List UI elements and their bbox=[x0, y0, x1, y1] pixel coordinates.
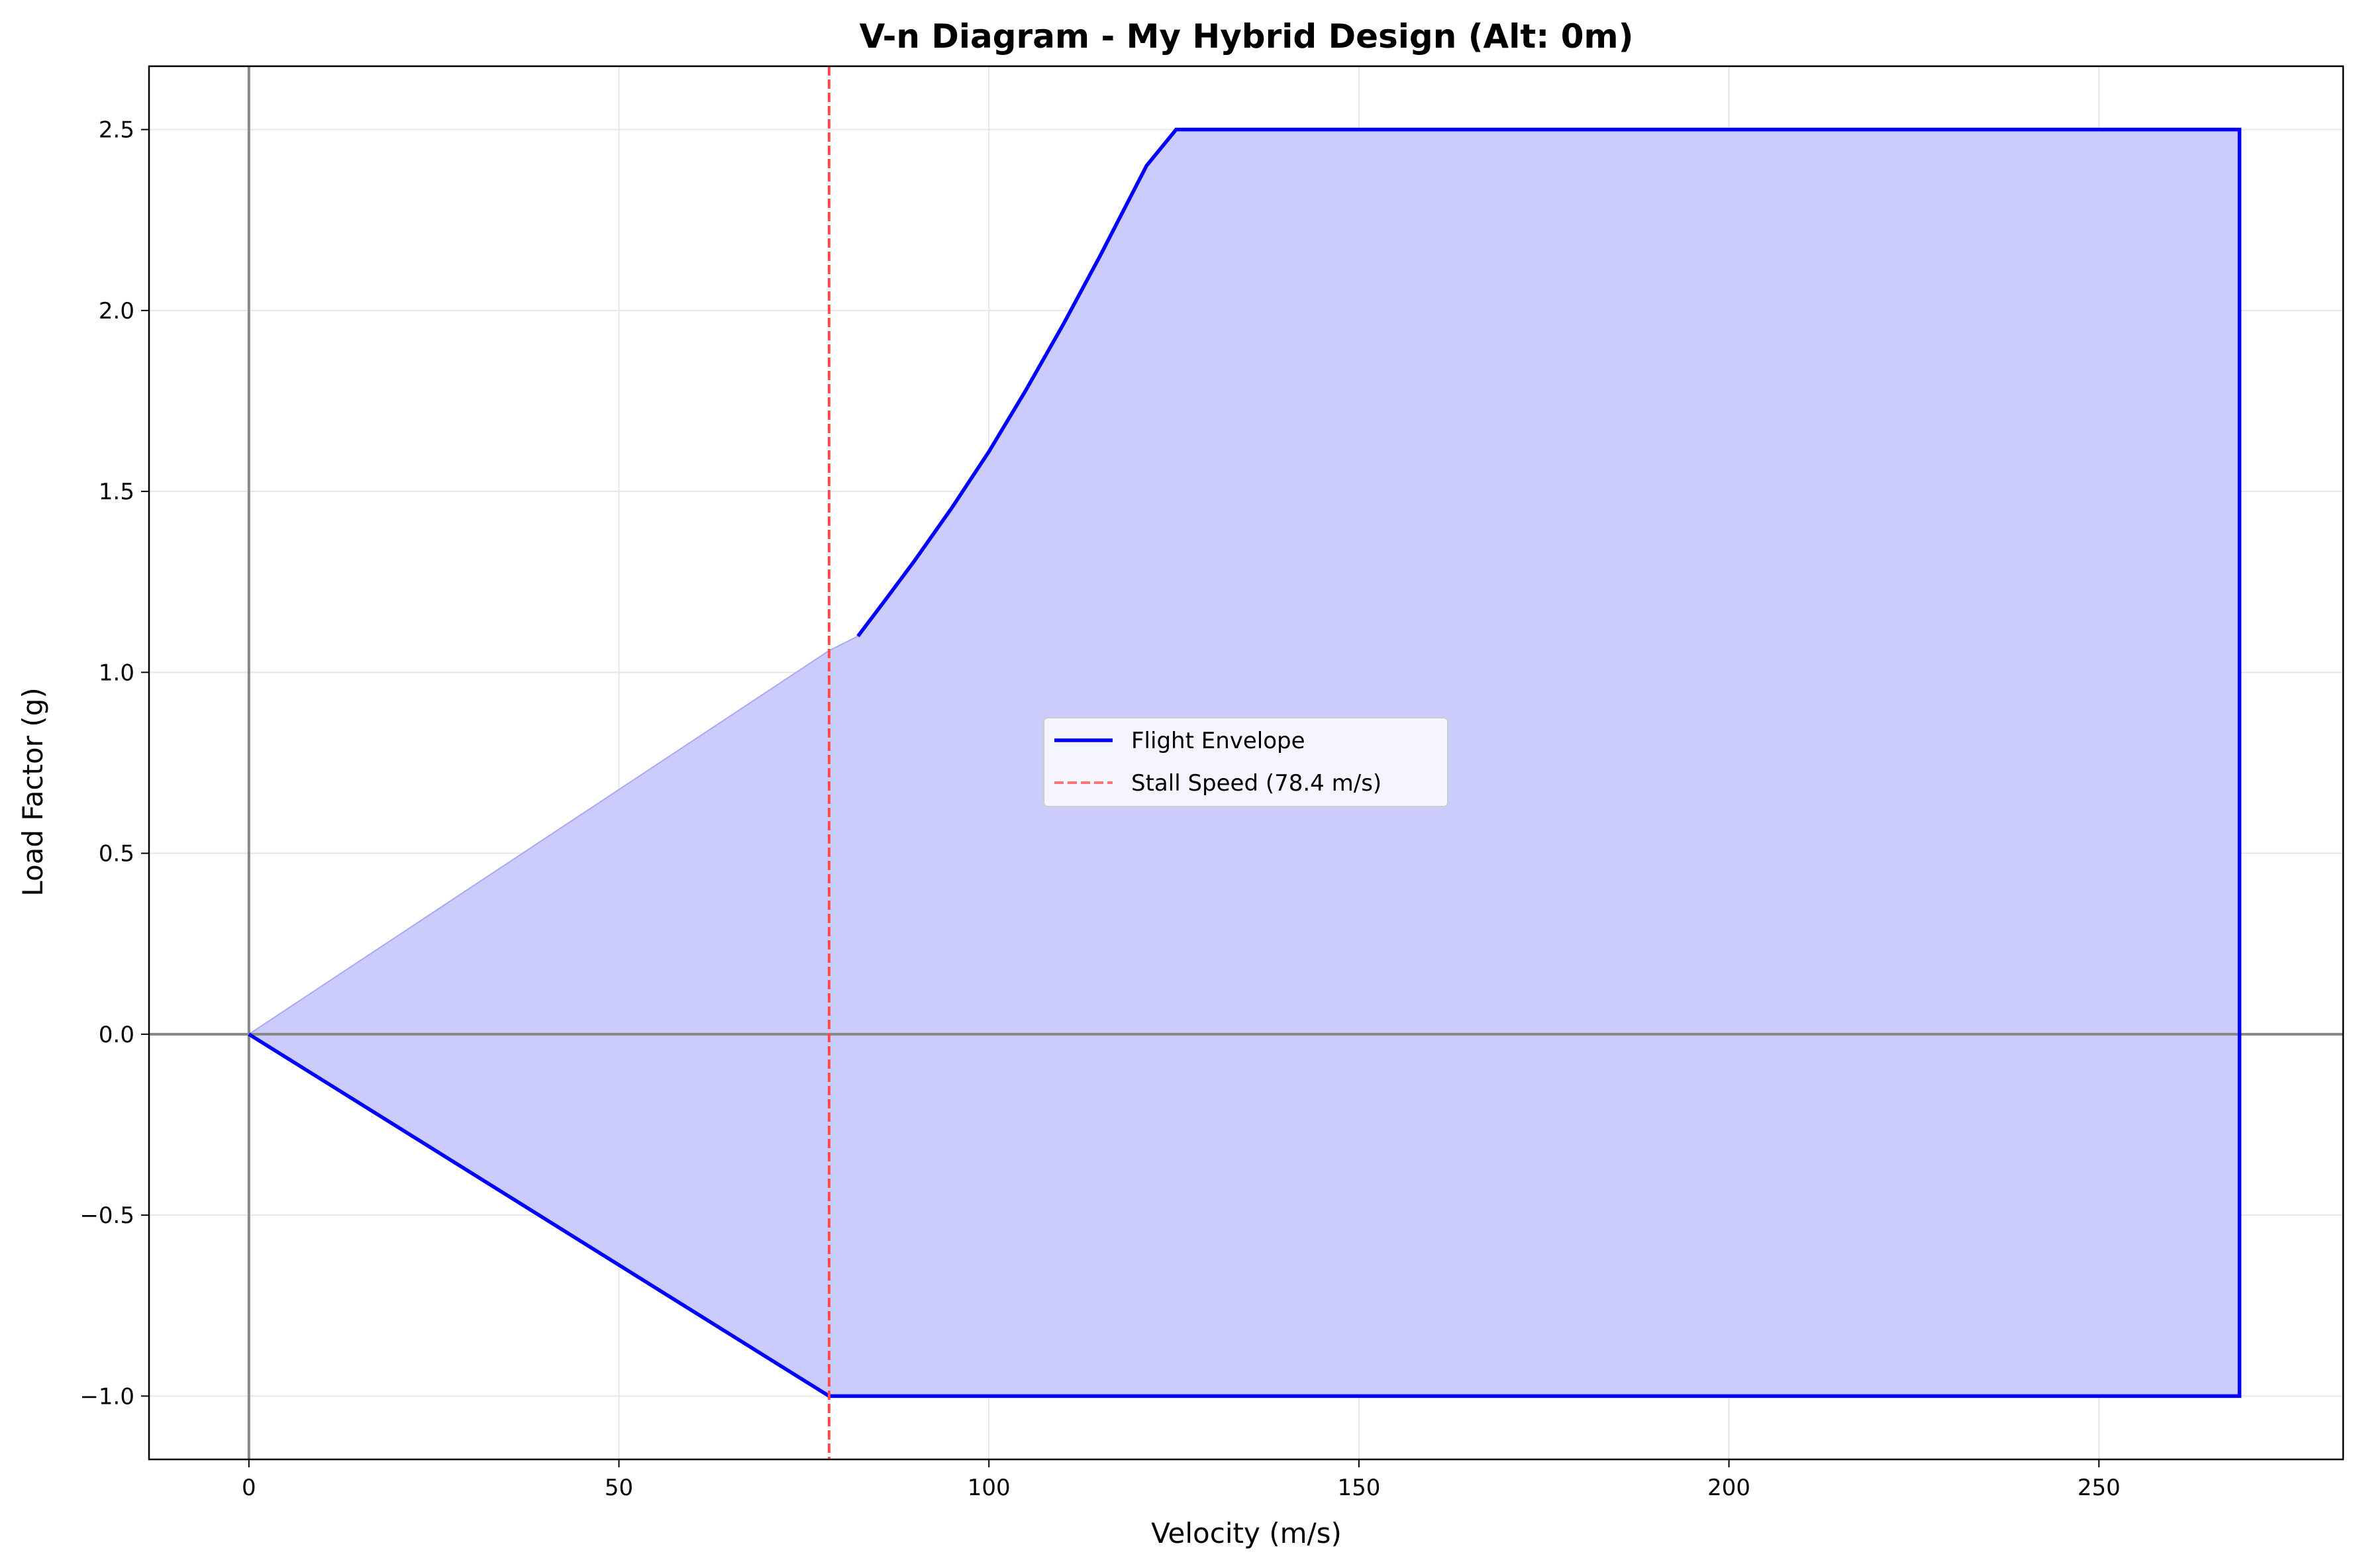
x-axis-label: Velocity (m/s) bbox=[1151, 1517, 1342, 1549]
legend-label-flight-envelope: Flight Envelope bbox=[1131, 728, 1305, 754]
flight-envelope-line bbox=[248, 127, 2242, 1398]
plot-frame bbox=[148, 65, 2344, 1461]
y-tick-label: −0.5 bbox=[79, 1202, 134, 1229]
legend: Flight Envelope Stall Speed (78.4 m/s) bbox=[1043, 717, 1448, 807]
y-tick-label: 2.5 bbox=[99, 117, 134, 144]
y-tick-label: 1.0 bbox=[99, 660, 134, 686]
y-tick-label: 2.0 bbox=[99, 298, 134, 324]
legend-box bbox=[1043, 717, 1448, 807]
zero-lines bbox=[149, 66, 2343, 1459]
series-layer bbox=[248, 66, 2242, 1459]
y-tick-label: 0.0 bbox=[99, 1022, 134, 1048]
x-tick-label: 50 bbox=[605, 1475, 633, 1501]
y-tick-label: 1.5 bbox=[99, 479, 134, 505]
y-tick-label: 0.5 bbox=[99, 841, 134, 867]
axis-ticks: 0 50 100 150 200 250 −1.0 −0.5 0.0 0.5 1.0 1.5 2.0 2.… bbox=[79, 117, 2120, 1501]
legend-label-stall-speed: Stall Speed (78.4 m/s) bbox=[1131, 770, 1382, 797]
y-tick-label: −1.0 bbox=[79, 1383, 134, 1410]
chart-title: V-n Diagram - My Hybrid Design (Alt: 0m) bbox=[860, 17, 1634, 56]
x-tick-label: 0 bbox=[242, 1475, 256, 1501]
y-axis-label: Load Factor (g) bbox=[17, 687, 49, 896]
x-tick-label: 200 bbox=[1707, 1475, 1750, 1501]
x-tick-label: 100 bbox=[968, 1475, 1011, 1501]
x-tick-label: 150 bbox=[1337, 1475, 1380, 1501]
x-tick-label: 250 bbox=[2078, 1475, 2121, 1501]
